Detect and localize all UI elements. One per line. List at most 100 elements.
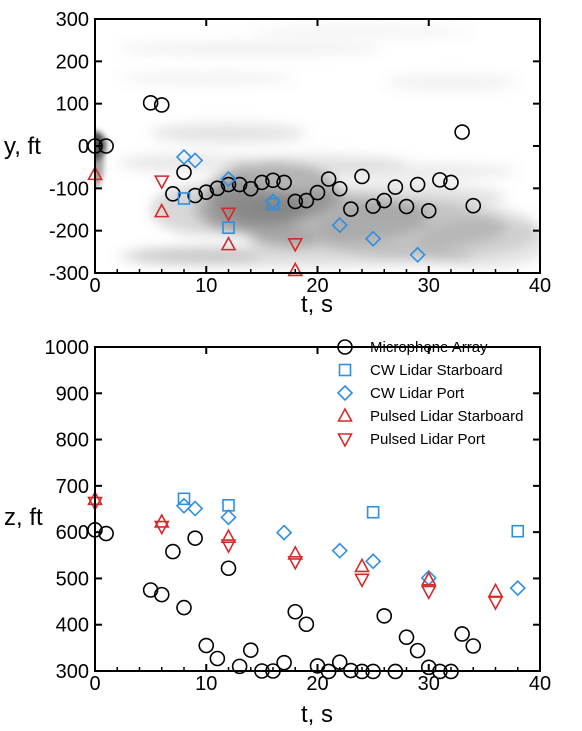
bottom-cw-port-point [275, 524, 293, 541]
bottom-pulsed-starboard-point [220, 528, 237, 544]
top-microphone-point [298, 192, 315, 209]
top-microphone-point [276, 174, 292, 191]
top-microphone-point [420, 202, 437, 219]
bottom-cw-port-point [331, 542, 348, 559]
legend-item: CW Lidar Port [336, 384, 465, 402]
top-y-tick-label: 200 [56, 51, 89, 73]
bottom-cw-port-point [175, 497, 193, 514]
legend-label: Microphone Array [370, 339, 488, 356]
top-microphone-point [142, 95, 159, 111]
top-series-pulsed-port [153, 175, 304, 253]
top-y-tick-label: -300 [49, 263, 89, 285]
top-microphone-point [198, 184, 215, 200]
bottom-microphone-point [454, 626, 470, 642]
top-series-microphone [87, 95, 482, 219]
top-pulsed-port-point [287, 237, 304, 253]
x-axis-label: t, s [301, 701, 333, 728]
top-pulsed-starboard-point [153, 202, 170, 218]
top-cw-port-point [264, 193, 282, 210]
bottom-microphone-point [209, 650, 226, 667]
bottom-pulsed-port-point [153, 520, 170, 536]
bottom-y-tick-label: 800 [56, 430, 89, 452]
bottom-pulsed-starboard-point [487, 582, 504, 598]
legend-item: CW Lidar Starboard [338, 362, 503, 379]
bottom-cw-port-point [509, 580, 526, 597]
top-pulsed-port-point [153, 175, 170, 190]
top-pulsed-starboard-point [287, 261, 304, 277]
bottom-x-tick-label: 30 [418, 673, 440, 695]
bottom-cw-port-point [364, 553, 382, 570]
top-pulsed-port-point [220, 207, 237, 222]
top-microphone-point [398, 198, 415, 215]
top-cw-port-point [220, 170, 237, 188]
legend-label: CW Lidar Port [370, 385, 465, 402]
top-cw-port-point [331, 217, 348, 234]
y-axis-label: y, ft [4, 133, 41, 160]
top-microphone-point [409, 176, 426, 193]
bottom-pulsed-starboard-point [287, 545, 304, 560]
top-y-tick-label: 300 [56, 9, 89, 31]
top-microphone-point [454, 124, 470, 140]
contour-background [95, 26, 540, 269]
top-microphone-point [231, 176, 248, 193]
top-microphone-point [220, 176, 237, 193]
top-microphone-point [287, 193, 304, 210]
bottom-y-tick-label: 600 [56, 522, 89, 544]
bottom-microphone-point [142, 582, 159, 598]
bottom-x-tick-label: 0 [89, 673, 100, 695]
bottom-microphone-point [376, 608, 393, 624]
bottom-microphone-point [198, 637, 215, 654]
top-y-tick-label: 100 [56, 94, 89, 116]
legend-item: Pulsed Lidar Starboard [337, 407, 523, 425]
top-x-tick-label: 40 [529, 275, 551, 297]
bottom-microphone-point [153, 586, 170, 603]
top-x-tick-label: 10 [195, 275, 217, 297]
top-cw-starboard-point [177, 192, 191, 205]
top-y-tick-label: -100 [49, 178, 89, 200]
bottom-series-cw-starboard [177, 492, 525, 538]
top-microphone-point [443, 174, 459, 191]
bottom-plot-frame [94, 346, 541, 672]
bottom-y-tick-label: 900 [56, 383, 89, 405]
bottom-microphone-point [465, 638, 482, 654]
bottom-pulsed-port-point [220, 539, 237, 554]
bottom-cw-starboard-point [511, 524, 525, 538]
bottom-microphone-point [176, 599, 192, 616]
bottom-pulsed-port-point [354, 573, 370, 589]
top-microphone-point [432, 172, 448, 188]
legend-marker-microphone [337, 339, 353, 355]
z-vs-t-panel: 0 10 20 30 40 300 400 500 600 700 800 900 1000 z, ft… [4, 337, 551, 728]
legend-marker-pulsed-port [337, 433, 353, 448]
legend-label: Pulsed Lidar Port [370, 431, 486, 448]
top-x-tick-label: 20 [306, 275, 328, 297]
bottom-y-tick-label: 1000 [45, 337, 90, 359]
top-pulsed-starboard-point [220, 235, 237, 251]
top-microphone-point [176, 164, 192, 181]
top-cw-starboard-point [222, 221, 235, 235]
bottom-y-tick-label: 700 [56, 476, 89, 498]
bottom-axes: 0 10 20 30 40 300 400 500 600 700 800 900 1000 [45, 337, 552, 695]
bottom-microphone-point [187, 530, 203, 546]
bottom-microphone-point [298, 616, 315, 633]
bottom-series-pulsed-port [87, 496, 504, 611]
top-microphone-point [254, 174, 270, 191]
legend-label: Pulsed Lidar Starboard [370, 408, 523, 425]
bottom-series-cw-port [175, 497, 526, 597]
top-x-tick-label: 0 [89, 275, 100, 297]
top-y-tick-label: 0 [78, 136, 89, 158]
top-microphone-point [387, 179, 404, 195]
bottom-pulsed-starboard-point [420, 571, 437, 586]
legend-marker-pulsed-starboard [337, 407, 353, 422]
top-microphone-point [331, 180, 348, 197]
top-cw-port-point [186, 152, 204, 169]
bottom-x-tick-label: 10 [195, 673, 217, 695]
bottom-microphone-point [409, 642, 426, 659]
top-microphone-point [309, 184, 326, 201]
bottom-microphone-point [287, 603, 304, 620]
bottom-x-tick-label: 20 [306, 673, 328, 695]
bottom-microphone-point [242, 642, 259, 658]
bottom-y-tick-label: 500 [56, 568, 89, 590]
bottom-cw-port-point [220, 509, 237, 526]
top-y-tick-label: -200 [49, 221, 89, 243]
